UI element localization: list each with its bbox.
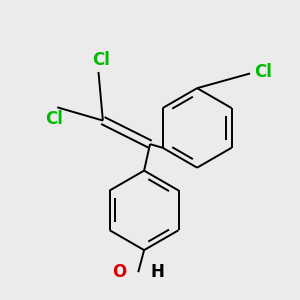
Text: Cl: Cl	[254, 63, 272, 81]
Text: Cl: Cl	[92, 51, 110, 69]
Text: O: O	[112, 263, 126, 281]
Text: H: H	[150, 263, 164, 281]
Text: Cl: Cl	[45, 110, 63, 128]
